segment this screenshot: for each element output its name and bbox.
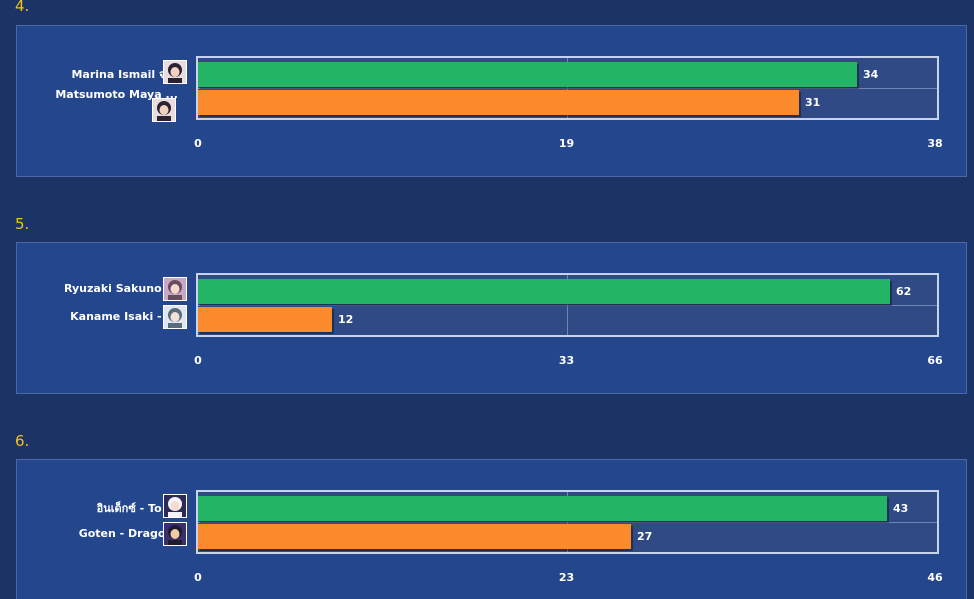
category-label: Kaname Isaki - ... — [70, 310, 178, 323]
grid-line-horizontal — [198, 88, 937, 89]
category-label: Ryuzaki Sakuno ... — [64, 282, 178, 295]
chart-panel: 62 12 Ryuzaki Sakuno ... Kaname Isaki - ...… — [16, 242, 967, 394]
section-number: 4. — [15, 0, 30, 15]
axis-tick-label: 23 — [558, 571, 575, 584]
axis-tick-label: 0 — [194, 354, 202, 367]
category-label: Marina Ismail จ... — [71, 68, 178, 81]
poll-section: 6. 43 27 อินเด็กซ์ - To ... Goten - Drago...… — [0, 432, 974, 599]
axis-tick-label: 33 — [558, 354, 575, 367]
bar — [198, 524, 631, 549]
plot-area: 62 12 — [196, 273, 939, 337]
bar-value-label: 12 — [338, 313, 354, 326]
long-hair-girl-avatar — [163, 277, 187, 301]
dark-hair-girl-avatar — [152, 98, 176, 122]
category-label: Matsumoto Maya ... — [55, 88, 178, 101]
white-hood-girl-avatar — [163, 494, 187, 518]
section-number: 5. — [15, 215, 30, 233]
poll-section: 5. 62 12 Ryuzaki Sakuno ... Kaname Isaki - .… — [0, 215, 974, 407]
bar-value-label: 27 — [637, 530, 653, 543]
chart-panel: 43 27 อินเด็กซ์ - To ... Goten - Drago... 0 2… — [16, 459, 967, 599]
axis-tick-label: 19 — [558, 137, 575, 150]
axis-tick-label: 0 — [194, 571, 202, 584]
bar — [198, 90, 799, 115]
bar — [198, 62, 857, 87]
bar — [198, 496, 887, 521]
poll-section: 4. 34 31 Marina Ismail จ... Matsumoto Maya .… — [0, 0, 974, 190]
short-hair-girl-avatar — [163, 305, 187, 329]
axis-tick-label: 38 — [927, 137, 943, 150]
section-number: 6. — [15, 432, 30, 450]
plot-area: 34 31 — [196, 56, 939, 120]
axis-tick-label: 0 — [194, 137, 202, 150]
chart-panel: 34 31 Marina Ismail จ... Matsumoto Maya ...… — [16, 25, 967, 177]
bar-value-label: 43 — [893, 502, 909, 515]
bar-value-label: 31 — [805, 96, 821, 109]
axis-tick-label: 66 — [927, 354, 943, 367]
grid-line-horizontal — [198, 305, 937, 306]
bar-value-label: 62 — [896, 285, 912, 298]
dark-hair-girl-avatar — [163, 60, 187, 84]
category-label: อินเด็กซ์ - To ... — [96, 502, 178, 515]
bar — [198, 279, 890, 304]
axis-tick-label: 46 — [927, 571, 943, 584]
plot-area: 43 27 — [196, 490, 939, 554]
grid-line-horizontal — [198, 522, 937, 523]
bar — [198, 307, 332, 332]
bar-value-label: 34 — [863, 68, 879, 81]
category-label: Goten - Drago... — [78, 527, 178, 540]
spiky-hair-boy-avatar — [163, 522, 187, 546]
